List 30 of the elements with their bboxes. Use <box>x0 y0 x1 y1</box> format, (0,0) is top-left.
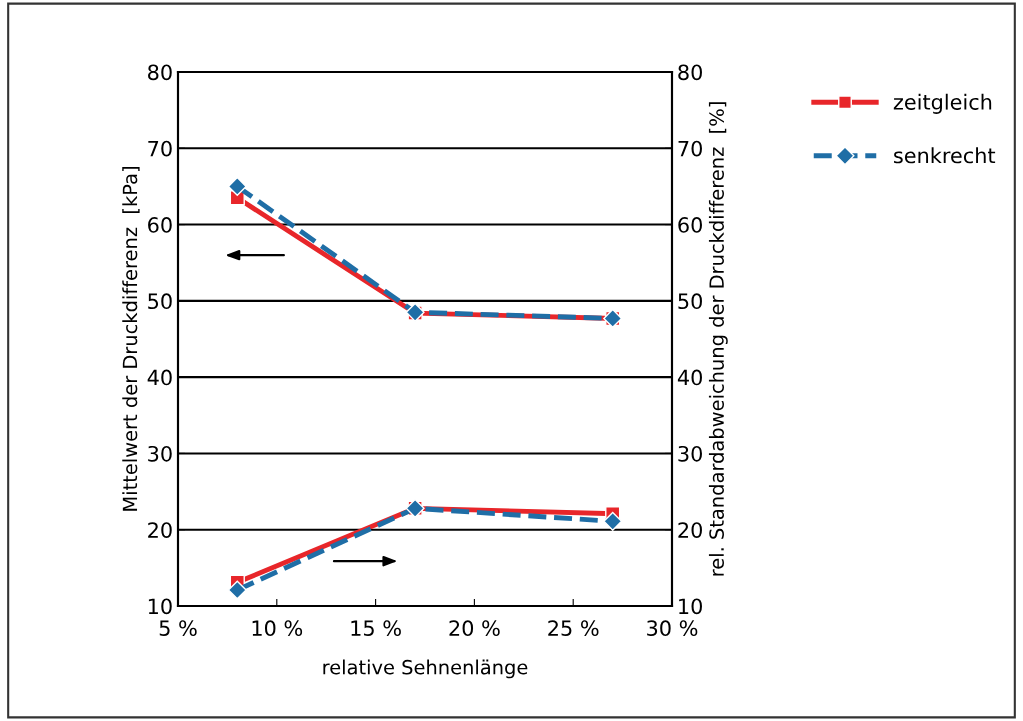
x-tick-label: 30 % <box>647 620 698 637</box>
y2-tick-label: 70 <box>678 140 702 157</box>
x-tick-label: 25 % <box>548 620 599 637</box>
y2-tick-label: 50 <box>678 293 702 310</box>
y-axis-title: Mittelwert der Druckdifferenz [kPa] <box>122 167 140 511</box>
x-axis-title: relative Sehnenlänge <box>323 659 528 679</box>
y2-tick-label: 10 <box>679 598 702 615</box>
x-tick-label: 15 % <box>351 620 401 637</box>
y-tick-label: 60 <box>148 217 172 233</box>
y-tick-label: 70 <box>148 140 172 157</box>
y2-tick-label: 20 <box>678 522 702 538</box>
legend-label: zeitgleich <box>893 93 992 114</box>
y-tick-label: 50 <box>148 293 172 310</box>
y2-tick-label: 80 <box>678 64 702 81</box>
y-tick-label: 10 <box>148 598 172 615</box>
point <box>227 580 247 600</box>
point <box>227 176 247 196</box>
y2-tick-label: 40 <box>677 369 702 386</box>
x-tick-label: 20 % <box>449 620 500 637</box>
y-tick-label: 80 <box>148 64 172 81</box>
y2-tick-label: 30 <box>678 445 702 462</box>
legend-label: senkrecht <box>894 147 996 164</box>
y-tick-label: 40 <box>147 369 172 386</box>
y2-tick-label: 60 <box>678 217 702 233</box>
point <box>603 511 623 531</box>
y-tick-label: 30 <box>148 445 172 462</box>
y2-axis-title: rel. Standardabweichung der Druckdifferenz [%] <box>708 102 728 576</box>
x-tick-label: 5 % <box>159 620 197 637</box>
x-tick-label: 10 % <box>252 620 303 637</box>
y-tick-label: 20 <box>148 522 172 538</box>
